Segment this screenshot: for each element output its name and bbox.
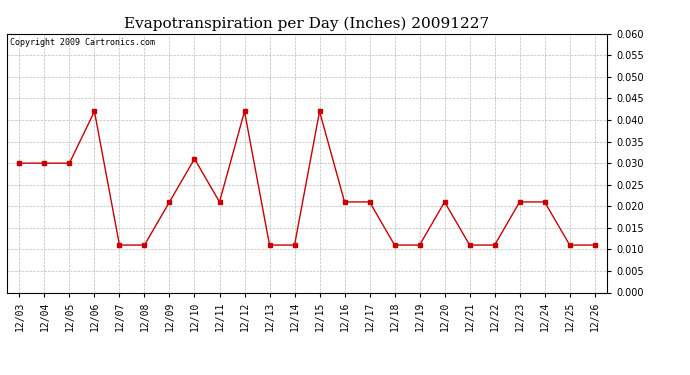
Text: Copyright 2009 Cartronics.com: Copyright 2009 Cartronics.com [10, 38, 155, 46]
Title: Evapotranspiration per Day (Inches) 20091227: Evapotranspiration per Day (Inches) 2009… [124, 17, 490, 31]
